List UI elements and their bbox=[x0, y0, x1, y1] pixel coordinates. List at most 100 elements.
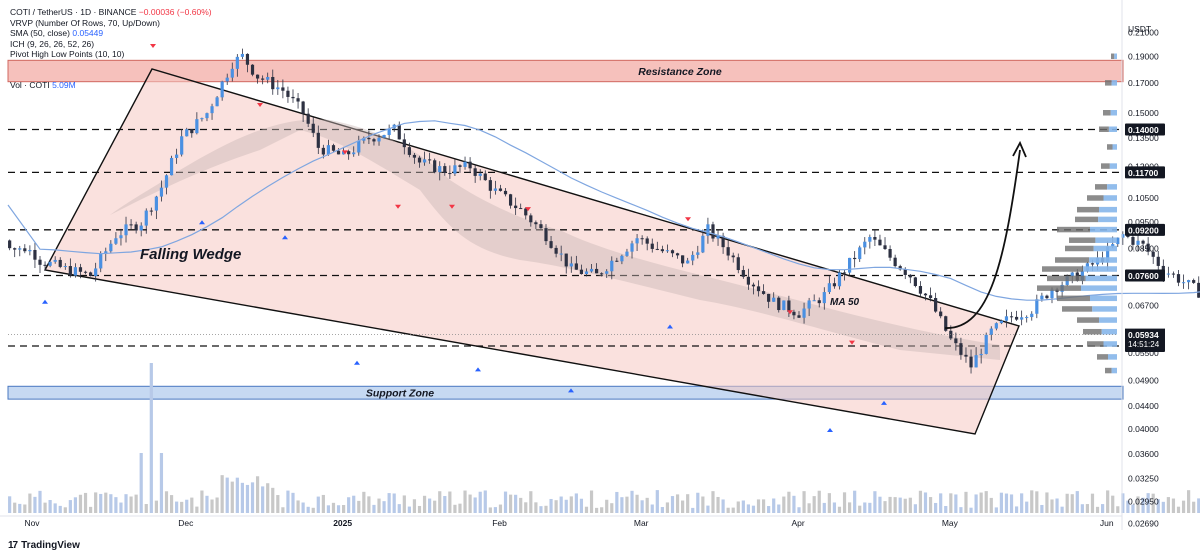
vp-bar-up bbox=[1111, 80, 1117, 86]
candle-body bbox=[721, 235, 725, 248]
candle-body bbox=[1121, 234, 1125, 238]
vp-bar-down bbox=[1103, 110, 1111, 116]
candle-body bbox=[38, 259, 42, 265]
candle-body bbox=[367, 137, 371, 140]
candle-body bbox=[893, 257, 897, 267]
vp-bar-up bbox=[1107, 184, 1117, 190]
candle-body bbox=[205, 113, 209, 119]
pivot-high-marker bbox=[849, 340, 855, 345]
pivot-high-marker bbox=[257, 103, 263, 108]
vp-bar-up bbox=[1114, 53, 1117, 60]
candle-body bbox=[944, 316, 948, 331]
volume-bar bbox=[873, 491, 877, 513]
candle-body bbox=[994, 323, 998, 329]
volume-bar bbox=[827, 493, 831, 513]
candle-body bbox=[792, 311, 796, 316]
volume-bar bbox=[200, 490, 204, 513]
falling-wedge bbox=[43, 68, 1020, 435]
legend-pivot[interactable]: Pivot High Low Points (10, 10) bbox=[10, 49, 125, 60]
volume-bar bbox=[686, 494, 690, 513]
countdown-label: 14:51:24 bbox=[1128, 340, 1160, 349]
tradingview-brand[interactable]: 17 TradingView bbox=[8, 540, 80, 551]
candle-body bbox=[1030, 313, 1034, 318]
volume-bar bbox=[382, 501, 386, 513]
volume-bar bbox=[392, 493, 396, 513]
candle-body bbox=[878, 239, 882, 246]
candle-body bbox=[559, 253, 563, 255]
legend-change: −0.00036 (−0.60%) bbox=[138, 7, 212, 17]
volume-bar bbox=[1055, 498, 1059, 513]
candle-body bbox=[1171, 273, 1176, 275]
volume-bar bbox=[48, 499, 52, 513]
candle-body bbox=[433, 160, 437, 173]
volume-bar bbox=[665, 502, 670, 513]
price-tick: 0.15000 bbox=[1128, 108, 1159, 118]
vp-bar-up bbox=[1090, 295, 1117, 302]
volume-bar bbox=[1176, 506, 1181, 513]
candle-body bbox=[230, 68, 234, 78]
legend-volume-row[interactable]: Vol · COTI 5.09M bbox=[10, 80, 76, 90]
volume-bar bbox=[387, 493, 391, 513]
volume-bar bbox=[1020, 493, 1024, 513]
legend-ichimoku[interactable]: ICH (9, 26, 26, 52, 26) bbox=[10, 38, 95, 49]
legend-sma: SMA (50, close) bbox=[10, 28, 70, 39]
volume-bar bbox=[863, 502, 867, 513]
volume-bar bbox=[999, 492, 1003, 513]
volume-bar bbox=[918, 490, 923, 513]
volume-bar bbox=[1025, 501, 1029, 513]
candle-body bbox=[493, 188, 497, 191]
candle-body bbox=[974, 355, 978, 368]
volume-bar bbox=[1166, 497, 1170, 513]
volume-bar bbox=[706, 505, 710, 513]
price-tag-label: 0.09200 bbox=[1128, 225, 1159, 235]
candle-body bbox=[630, 243, 634, 252]
candle-body bbox=[1014, 316, 1019, 320]
volume-bar bbox=[731, 507, 735, 513]
legend-sma-row[interactable]: SMA (50, close) 0.05449 bbox=[10, 28, 212, 39]
vp-bar-down bbox=[1065, 245, 1094, 252]
vp-bar-up bbox=[1092, 306, 1117, 312]
vp-bar-down bbox=[1099, 126, 1109, 132]
volume-bar bbox=[645, 497, 649, 513]
time-tick: May bbox=[942, 518, 959, 528]
candle-body bbox=[959, 343, 963, 355]
pivot-high-marker bbox=[787, 310, 793, 315]
candle-body bbox=[23, 248, 27, 252]
volume-bar bbox=[235, 477, 239, 513]
price-tag bbox=[1125, 123, 1165, 136]
volume-bar bbox=[180, 501, 184, 513]
vp-bar-up bbox=[1083, 266, 1117, 272]
vp-bar-up bbox=[1098, 216, 1117, 223]
volume-bar bbox=[321, 494, 325, 513]
candle-body bbox=[772, 297, 776, 302]
legend-vrvp[interactable]: VRVP (Number Of Rows, 70, Up/Down) bbox=[10, 17, 160, 28]
volume-bar bbox=[741, 500, 745, 513]
volume-bar bbox=[640, 500, 644, 513]
candle-body bbox=[397, 124, 401, 140]
price-tick: 0.03600 bbox=[1128, 449, 1159, 459]
volume-bar bbox=[908, 497, 912, 513]
volume-bar bbox=[124, 494, 128, 513]
candle-body bbox=[574, 263, 578, 270]
projection-arrowhead bbox=[1012, 140, 1027, 158]
candle-body bbox=[898, 266, 902, 270]
volume-bar bbox=[1126, 500, 1130, 513]
volume-bar bbox=[1014, 506, 1019, 513]
vp-bar-down bbox=[1057, 295, 1090, 302]
legend-symbol-row[interactable]: COTI / TetherUS · 1D · BINANCE −0.00036 … bbox=[10, 7, 212, 18]
candle-body bbox=[1025, 317, 1029, 319]
volume-bar bbox=[458, 503, 462, 513]
candle-body bbox=[503, 190, 508, 195]
candle-body bbox=[635, 238, 639, 244]
volume-bar bbox=[1070, 494, 1074, 513]
candle-body bbox=[210, 106, 214, 114]
candle-body bbox=[468, 161, 472, 169]
candle-body bbox=[670, 250, 675, 254]
candle-body bbox=[807, 300, 811, 309]
vp-bar-down bbox=[1042, 266, 1084, 272]
volume-bar bbox=[326, 505, 331, 513]
volume-bar bbox=[761, 499, 766, 513]
candle-body bbox=[539, 224, 543, 229]
